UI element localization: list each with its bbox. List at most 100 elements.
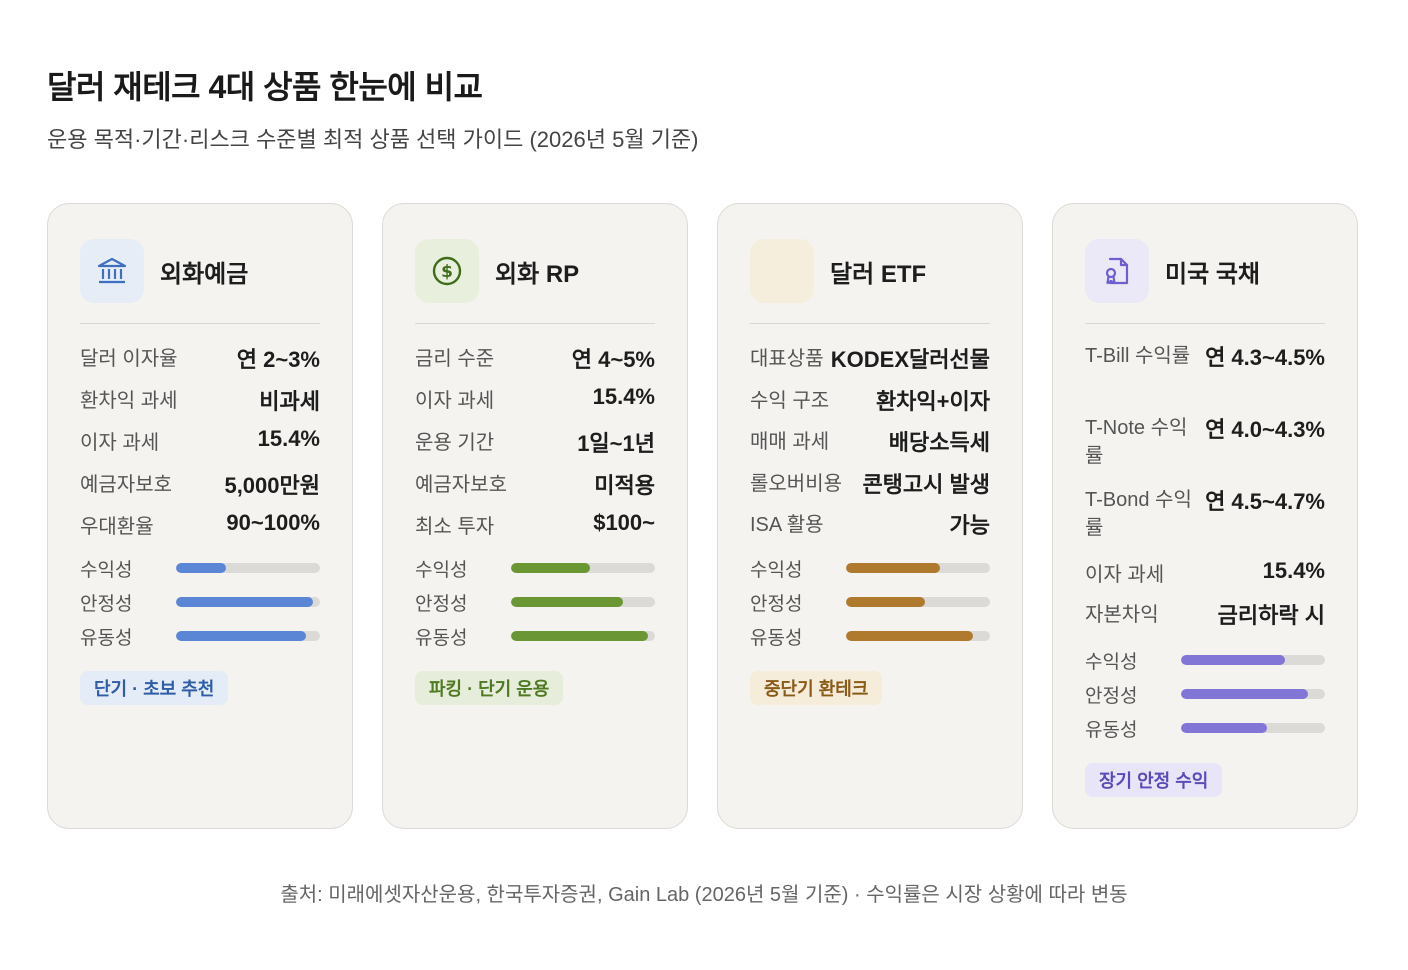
spec-label: 이자 과세 (415, 390, 495, 412)
spec-row: 예금자보호 5,000만원 (80, 468, 320, 510)
spec-list: 금리 수준 연 4~5% 이자 과세 15.4% 운용 기간 1일~1년 예금자보호 미… (415, 342, 655, 552)
rating-row: 수익성 (1085, 643, 1325, 677)
rating-row: 수익성 (415, 551, 655, 585)
spec-row: 운용 기간 1일~1년 (415, 426, 655, 468)
divider (415, 323, 655, 324)
spec-value: 연 2~3% (236, 347, 320, 372)
spec-row: 매매 과세 배당소득세 (750, 425, 990, 467)
spec-label: ISA 활용 (750, 514, 824, 536)
rating-label: 유동성 (750, 627, 803, 649)
rating-label: 유동성 (1085, 719, 1138, 741)
rating-label: 수익성 (415, 559, 468, 581)
rating-track (176, 631, 320, 641)
rating-row: 유동성 (80, 619, 320, 653)
spec-value: 배당소득세 (888, 430, 990, 455)
rating-track (1181, 655, 1325, 665)
spec-value: 1일~1년 (577, 431, 655, 456)
rating-label: 안정성 (1085, 685, 1138, 707)
rating-track (176, 597, 320, 607)
spec-label: 운용 기간 (415, 432, 495, 454)
spec-value: 금리하락 시 (1217, 603, 1325, 628)
divider (80, 323, 320, 324)
spec-row: 자본차익 금리하락 시 (1085, 598, 1325, 638)
recommend-tag: 장기 안정 수익 (1085, 763, 1223, 797)
spec-label: 환차익 과세 (80, 390, 178, 412)
rating-fill (846, 563, 940, 573)
rating-label: 안정성 (80, 593, 133, 615)
rating-label: 수익성 (1085, 651, 1138, 673)
spec-label: 이자 과세 (1085, 564, 1165, 586)
bank-icon (80, 239, 144, 303)
rating-label: 수익성 (80, 559, 133, 581)
rating-label: 안정성 (415, 593, 468, 615)
spec-row: 수익 구조 환차익+이자 (750, 384, 990, 426)
spec-value: $100~ (593, 510, 655, 535)
spec-label: T-Note 수익률 (1085, 417, 1188, 467)
spec-label: T-Bond 수익률 (1085, 489, 1192, 539)
rating-track (846, 597, 990, 607)
spec-row: ISA 활용 가능 (750, 508, 990, 550)
spec-label: 자본차익 (1085, 604, 1159, 626)
recommend-tag: 단기 · 초보 추천 (80, 671, 229, 705)
rating-fill (511, 597, 624, 607)
spec-row: 우대환율 90~100% (80, 510, 320, 552)
rating-row: 유동성 (1085, 711, 1325, 745)
rating-label: 안정성 (750, 593, 803, 615)
rating-row: 유동성 (415, 619, 655, 653)
rating-row: 안정성 (750, 585, 990, 619)
rating-track (846, 631, 990, 641)
rating-track (1181, 689, 1325, 699)
divider (750, 323, 990, 324)
spec-list: T-Bill 수익률 연 4.3~4.5% T-Note 수익률 연 4.0~4.3… (1085, 342, 1325, 638)
spec-value: 비과세 (259, 389, 320, 414)
spec-value: 5,000만원 (224, 473, 320, 498)
spec-value: 연 4.3~4.5% (1205, 345, 1325, 370)
spec-label: 달러 이자율 (80, 348, 178, 370)
spec-label: 수익 구조 (750, 389, 830, 412)
rating-fill (511, 631, 648, 641)
dollar-coin-icon: $ (415, 239, 479, 303)
rating-fill (176, 563, 227, 573)
card-foreign-rp: $ 외화 RP 금리 수준 연 4~5% 이자 과세 15.4% 운용 기간 1일~1… (382, 203, 688, 829)
spec-row: 대표상품 KODEX달러선물 (750, 342, 990, 384)
spec-label: 매매 과세 (750, 431, 830, 453)
spec-value: 15.4% (1262, 558, 1325, 583)
spec-value: 콘탱고시 발생 (862, 471, 990, 497)
spec-row: 달러 이자율 연 2~3% (80, 342, 320, 384)
rating-bars: 수익성 안정성 유동성 (415, 551, 655, 653)
rating-fill (1181, 723, 1268, 733)
rating-label: 유동성 (415, 627, 468, 649)
spec-value: 환차익+이자 (875, 388, 990, 414)
rating-track (511, 631, 655, 641)
rating-fill (1181, 689, 1308, 699)
spec-value: 15.4% (257, 426, 320, 451)
spec-label: 대표상품 (750, 348, 824, 370)
rating-bars: 수익성 안정성 유동성 (80, 551, 320, 653)
recommend-tag: 파킹 · 단기 운용 (415, 671, 564, 705)
chart-icon (750, 239, 814, 303)
card-us-treasury: 미국 국채 T-Bill 수익률 연 4.3~4.5% T-Note 수익률 연 4… (1052, 203, 1358, 829)
spec-label: 예금자보호 (80, 474, 172, 496)
card-header: $ 외화 RP (415, 239, 655, 303)
card-foreign-deposit: 외화예금 달러 이자율 연 2~3% 환차익 과세 비과세 이자 과세 15.4% 예… (47, 203, 353, 829)
card-title: 달러 ETF (830, 260, 927, 288)
rating-fill (846, 597, 926, 607)
spec-value: 연 4.5~4.7% (1205, 489, 1325, 514)
page-subtitle: 운용 목적·기간·리스크 수준별 최적 상품 선택 가이드 (2026년 5월 … (47, 127, 699, 152)
rating-row: 안정성 (80, 585, 320, 619)
bond-document-icon (1085, 239, 1149, 303)
rating-fill (511, 563, 591, 573)
card-title: 외화 RP (495, 260, 580, 288)
recommend-tag: 중단기 환테크 (750, 671, 883, 705)
divider (1085, 323, 1325, 324)
spec-label: 우대환율 (80, 516, 154, 538)
spec-row: 이자 과세 15.4% (1085, 558, 1325, 598)
card-header: 달러 ETF (750, 239, 990, 303)
spec-label: 금리 수준 (415, 348, 495, 370)
rating-label: 수익성 (750, 559, 803, 581)
spec-row: T-Note 수익률 연 4.0~4.3% (1085, 414, 1325, 486)
rating-row: 안정성 (1085, 677, 1325, 711)
rating-fill (176, 597, 313, 607)
rating-row: 유동성 (750, 619, 990, 653)
spec-label: 최소 투자 (415, 516, 495, 538)
